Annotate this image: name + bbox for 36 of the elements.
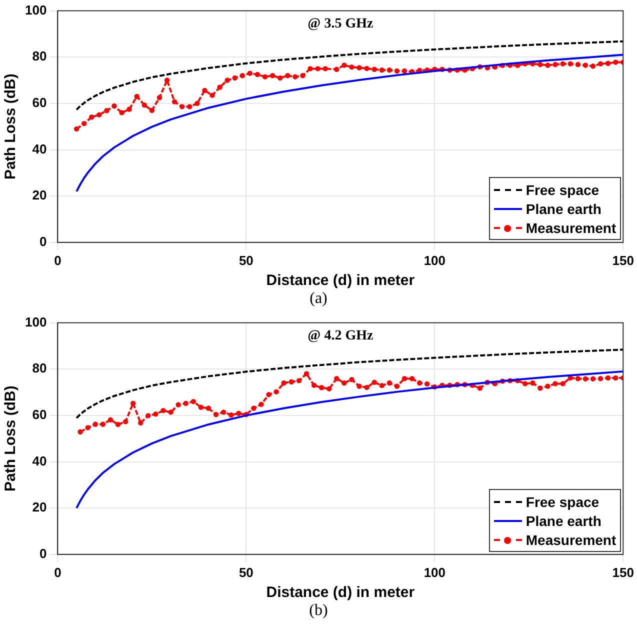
y-tick-label: 0 xyxy=(39,546,47,561)
line-series xyxy=(76,348,624,419)
annotation: @ 4.2 GHz xyxy=(308,328,374,344)
y-axis-title: Path Loss (dB) xyxy=(2,74,20,180)
x-tick-label: 50 xyxy=(238,252,254,268)
y-tick-label: 0 xyxy=(39,234,47,249)
y-tick-label: 40 xyxy=(32,141,47,156)
legend-label: Free space xyxy=(526,182,600,198)
y-axis-title: Path Loss (dB) xyxy=(2,386,20,492)
legend-label: Plane earth xyxy=(526,512,602,529)
x-tick-label: 100 xyxy=(424,564,446,580)
x-axis-title: Distance (d) in meter xyxy=(266,584,415,602)
line-series xyxy=(76,40,624,111)
y-tick-label: 80 xyxy=(32,360,47,376)
y-tick-label: 40 xyxy=(32,453,47,468)
y-tick-label: 20 xyxy=(32,188,47,203)
annotation: @ 3.5 GHz xyxy=(308,16,374,32)
y-tick-label: 60 xyxy=(32,407,47,422)
y-tick-label: 100 xyxy=(24,2,47,18)
y-tick-label: 60 xyxy=(32,95,47,110)
x-tick-label: 150 xyxy=(612,252,634,268)
y-tick-label: 100 xyxy=(24,314,47,330)
x-tick-label: 0 xyxy=(54,564,62,580)
legend-label: Plane earth xyxy=(526,200,602,217)
legend-label: Measurement xyxy=(526,220,616,236)
x-tick-label: 100 xyxy=(424,252,446,268)
y-tick-label: 20 xyxy=(32,500,47,515)
x-tick-label: 150 xyxy=(612,564,634,580)
text: (a) xyxy=(308,290,328,309)
x-axis-title: Distance (d) in meter xyxy=(266,272,415,290)
x-tick-label: 50 xyxy=(238,564,254,580)
y-tick-label: 80 xyxy=(32,48,47,64)
legend-label: Free space xyxy=(526,494,600,510)
legend-label: Measurement xyxy=(526,532,616,548)
text: (b) xyxy=(308,602,329,621)
x-tick-label: 0 xyxy=(54,252,62,268)
